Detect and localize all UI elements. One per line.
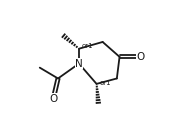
Text: O: O [136, 52, 145, 62]
Text: or1: or1 [82, 43, 93, 49]
Text: O: O [49, 94, 57, 104]
Text: or1: or1 [100, 79, 112, 86]
Text: N: N [75, 59, 83, 69]
